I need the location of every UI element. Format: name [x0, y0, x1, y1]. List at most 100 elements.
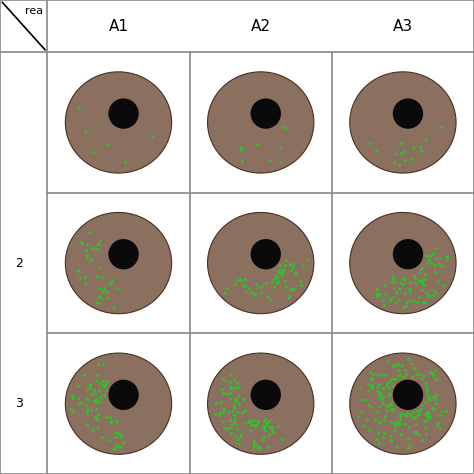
Point [443, 407, 450, 414]
Point [222, 290, 229, 297]
Point [261, 416, 269, 423]
Point [99, 360, 107, 368]
Point [223, 284, 230, 292]
Point [380, 393, 387, 401]
Point [254, 445, 262, 453]
Point [288, 286, 296, 294]
Point [396, 410, 404, 418]
Point [399, 274, 407, 282]
Point [379, 296, 387, 304]
Point [277, 144, 284, 152]
Point [285, 292, 292, 300]
Point [90, 387, 98, 394]
Point [425, 412, 432, 419]
Point [418, 436, 426, 443]
Point [83, 385, 91, 393]
Point [238, 409, 246, 416]
Point [372, 436, 380, 443]
Point [250, 421, 258, 428]
Point [395, 372, 403, 379]
Point [266, 296, 274, 303]
Point [88, 390, 96, 397]
Ellipse shape [208, 212, 314, 314]
Point [392, 375, 400, 383]
Point [242, 288, 249, 296]
Point [367, 383, 375, 391]
Point [237, 430, 245, 438]
Point [228, 384, 236, 392]
Point [387, 400, 395, 407]
Point [377, 395, 385, 402]
Point [111, 445, 119, 453]
Point [419, 280, 426, 287]
Point [381, 291, 389, 298]
Point [421, 417, 429, 424]
Ellipse shape [65, 72, 172, 173]
Point [102, 413, 110, 420]
Point [412, 370, 419, 378]
Point [380, 429, 388, 437]
Point [417, 265, 425, 273]
Circle shape [251, 99, 281, 129]
Point [227, 424, 235, 431]
Point [270, 283, 277, 291]
Point [275, 266, 283, 273]
Point [383, 402, 391, 410]
Point [274, 422, 282, 430]
Point [384, 358, 392, 365]
Point [88, 407, 95, 414]
Point [373, 387, 381, 394]
Point [100, 391, 108, 399]
Point [375, 417, 383, 425]
Point [234, 392, 241, 400]
Point [119, 439, 127, 447]
Point [392, 150, 400, 157]
Point [93, 398, 101, 406]
Point [275, 269, 283, 276]
Point [96, 393, 104, 401]
Point [269, 428, 277, 436]
Point [428, 369, 436, 377]
Point [388, 279, 396, 286]
Point [378, 372, 385, 379]
Point [116, 430, 124, 438]
Point [95, 292, 103, 300]
Point [443, 253, 450, 260]
Point [83, 254, 91, 262]
Point [404, 444, 412, 452]
Point [94, 245, 102, 253]
Point [412, 420, 419, 428]
Point [432, 391, 439, 399]
Point [438, 123, 445, 131]
Point [262, 279, 270, 287]
Point [107, 418, 115, 426]
Point [269, 279, 276, 286]
Point [402, 412, 410, 419]
Point [107, 413, 114, 421]
Point [255, 417, 262, 425]
Point [240, 395, 248, 402]
Point [425, 409, 433, 417]
Ellipse shape [208, 72, 314, 173]
Point [422, 251, 429, 258]
Point [297, 282, 304, 289]
Point [396, 412, 404, 420]
Point [430, 405, 438, 413]
Point [98, 273, 105, 281]
Point [417, 277, 424, 284]
Point [237, 146, 245, 154]
Point [259, 424, 267, 431]
Point [415, 276, 423, 283]
Point [368, 381, 376, 388]
Point [389, 405, 397, 413]
Point [409, 373, 416, 381]
Point [264, 443, 272, 451]
Point [401, 410, 409, 418]
Point [407, 411, 415, 419]
Point [253, 440, 260, 447]
Point [423, 259, 430, 267]
Point [284, 295, 292, 302]
Point [232, 416, 239, 423]
Point [251, 291, 259, 299]
Point [282, 277, 289, 285]
